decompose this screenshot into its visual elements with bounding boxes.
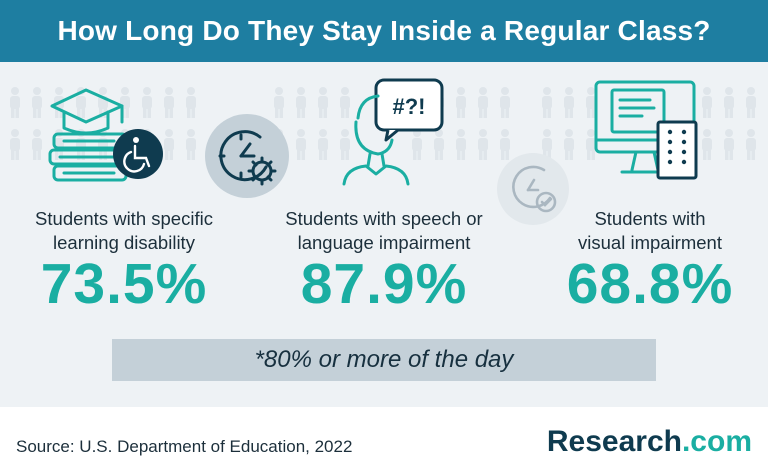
clock-check-icon	[497, 153, 569, 225]
person-speech-bubble-icon: #?!	[342, 78, 444, 186]
stat-label-visual-impairment: Students with visual impairment	[578, 208, 722, 253]
page-title: How Long Do They Stay Inside a Regular C…	[57, 15, 711, 46]
stat-value-visual-impairment: 68.8%	[566, 252, 734, 316]
main-panel: #?!	[0, 62, 768, 407]
wheelchair-icon	[113, 129, 163, 179]
clock-gear-icon	[205, 114, 289, 198]
speech-bubble-text: #?!	[393, 94, 426, 119]
brand-logo: Research.com	[547, 425, 752, 459]
brand-suffix: .com	[681, 425, 752, 458]
stat-value-speech-language: 87.9%	[300, 252, 468, 316]
stat-value-learning-disability: 73.5%	[40, 252, 208, 316]
braille-card-icon	[656, 120, 698, 180]
source-citation: Source: U.S. Department of Education, 20…	[16, 437, 353, 456]
brand-name: Research	[546, 425, 682, 458]
footer: Source: U.S. Department of Education, 20…	[0, 407, 768, 469]
header-banner: How Long Do They Stay Inside a Regular C…	[0, 0, 768, 62]
footnote-banner: *80% or more of the day	[112, 339, 656, 381]
stat-label-learning-disability: Students with specific learning disabili…	[35, 208, 213, 253]
stat-label-speech-language: Students with speech or language impairm…	[285, 208, 483, 253]
